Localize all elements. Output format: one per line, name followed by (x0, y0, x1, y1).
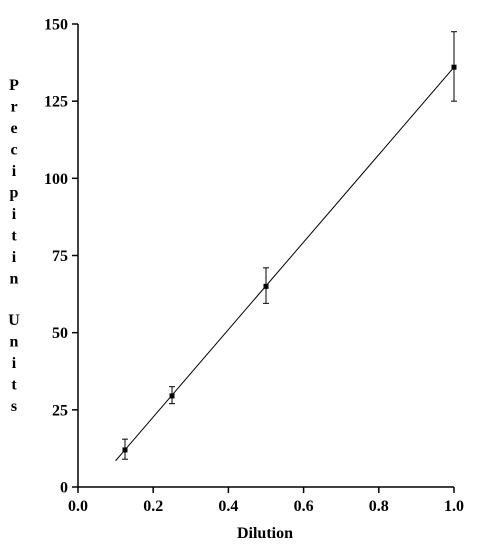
y-tick-label: 50 (52, 325, 68, 342)
y-tick-label: 0 (60, 480, 68, 497)
x-axis-title: Dilution (237, 525, 293, 542)
y-axis-title-letter: t (11, 228, 17, 245)
data-point (122, 438, 128, 460)
fit-line-group (115, 66, 455, 462)
y-axis-title-letter: n (10, 271, 19, 288)
y-axis-title-letter: r (10, 99, 17, 116)
x-tick-label: 0.2 (143, 498, 163, 515)
y-axis-title-letter: i (12, 355, 17, 372)
y-axis-title-letter: e (10, 120, 17, 137)
y-axis-title-letter: p (10, 185, 19, 202)
point-marker (263, 283, 269, 289)
y-axis-title-letter: P (9, 77, 19, 94)
y-axis-title-letter: n (10, 334, 19, 351)
y-axis-title-letter: i (12, 206, 17, 223)
y-axis-title-letter: t (11, 377, 17, 394)
y-tick-label: 75 (52, 248, 68, 265)
y-axis-title-letter: c (10, 142, 17, 159)
point-marker (451, 64, 457, 70)
data-point (169, 386, 175, 405)
y-tick-label: 25 (52, 402, 68, 419)
point-marker (169, 393, 175, 399)
data-point (451, 31, 457, 102)
data-point (263, 267, 269, 304)
y-tick-label: 125 (44, 94, 68, 111)
axes (77, 24, 454, 488)
y-tick-label: 100 (44, 171, 68, 188)
x-tick-label: 1.0 (444, 498, 464, 515)
y-axis-title-letter: s (11, 398, 17, 415)
y-axis-title-letter: i (12, 163, 17, 180)
data-points (122, 31, 457, 460)
ticks: 0.0 0.2 0.4 0.6 0.8 1.0 0 25 50 75 100 125 150 (44, 17, 464, 516)
x-tick-label: 0.4 (218, 498, 238, 515)
x-tick-label: 0.0 (68, 498, 88, 515)
x-tick-label: 0.6 (294, 498, 314, 515)
x-tick-label: 0.8 (369, 498, 389, 515)
fit-line (115, 66, 455, 462)
y-axis-title-letter: U (8, 312, 20, 329)
y-axis-title-letter: i (12, 249, 17, 266)
y-tick-label: 150 (44, 17, 68, 34)
point-marker (122, 447, 128, 453)
